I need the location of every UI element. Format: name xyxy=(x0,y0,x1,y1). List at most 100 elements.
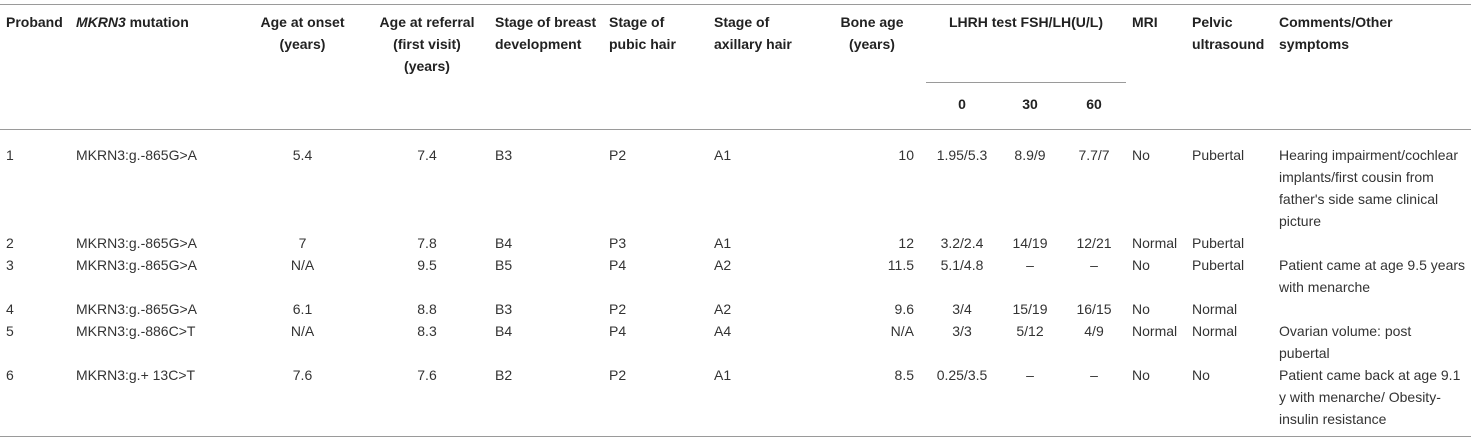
col-header-lhrh-30: 30 xyxy=(1022,96,1038,112)
cell-axillary: A1 xyxy=(714,235,732,251)
table-row: 4 MKRN3:g.-865G>A 6.1 8.8 B3 P2 A2 9.6 3… xyxy=(0,298,1471,320)
cell-breast: B3 xyxy=(495,301,513,317)
cell-age-onset: 5.4 xyxy=(292,147,313,163)
cell-mri: No xyxy=(1132,257,1150,273)
col-header-mri: MRI xyxy=(1132,14,1158,30)
cell-lhrh-30: – xyxy=(1026,367,1034,383)
cell-lhrh-0: 3/4 xyxy=(952,301,972,317)
cell-comments xyxy=(1273,298,1471,320)
col-header-breast-stage: Stage of breast development xyxy=(495,14,597,52)
cell-comments: Hearing impairment/cochlear implants/fir… xyxy=(1279,147,1458,229)
col-header-age-referral: Age at referral (first visit) (years) xyxy=(379,14,475,74)
cell-axillary: A1 xyxy=(714,147,732,163)
cell-pelvic: Pubertal xyxy=(1192,147,1245,163)
header-row: Proband MKRN3 mutation Age at onset (yea… xyxy=(0,4,1471,83)
cell-breast: B5 xyxy=(495,257,513,273)
cell-pubic: P4 xyxy=(609,323,627,339)
cell-lhrh-0: 5.1/4.8 xyxy=(940,257,984,273)
cell-bone-age: N/A xyxy=(890,323,914,339)
mutation-label: mutation xyxy=(125,14,189,30)
cell-lhrh-60: 7.7/7 xyxy=(1078,147,1110,163)
cell-age-referral: 7.4 xyxy=(417,147,437,163)
cell-mri: Normal xyxy=(1132,323,1178,339)
cell-mutation: MKRN3:g.-865G>A xyxy=(76,235,197,251)
col-header-bone-age: Bone age (years) xyxy=(840,14,904,52)
cell-age-onset: N/A xyxy=(290,257,315,273)
cell-comments: Patient came back at age 9.1 y with mena… xyxy=(1279,367,1461,427)
cell-breast: B3 xyxy=(495,147,513,163)
col-header-mutation: MKRN3 mutation xyxy=(70,5,240,130)
cell-bone-age: 8.5 xyxy=(894,367,914,383)
col-header-lhrh: LHRH test FSH/LH(U/L) xyxy=(926,5,1127,83)
cell-age-referral: 9.5 xyxy=(417,257,437,273)
cell-proband: 5 xyxy=(6,323,14,339)
cell-mutation: MKRN3:g.-865G>A xyxy=(76,147,197,163)
cell-lhrh-0: 3/3 xyxy=(952,323,972,339)
cell-lhrh-0: 0.25/3.5 xyxy=(936,367,988,383)
col-header-pelvic: Pelvic ultrasound xyxy=(1192,14,1265,52)
col-header-comments: Comments/Other symptoms xyxy=(1279,14,1393,52)
col-header-pubic-stage: Stage of pubic hair xyxy=(609,14,676,52)
table-row: 6 MKRN3:g.+ 13C>T 7.6 7.6 B2 P2 A1 8.5 0… xyxy=(0,364,1471,437)
cell-age-onset: 7 xyxy=(298,235,307,251)
cell-proband: 6 xyxy=(6,367,14,383)
cell-pubic: P4 xyxy=(609,257,627,273)
cell-mutation: MKRN3:g.-886C>T xyxy=(76,323,196,339)
cell-axillary: A1 xyxy=(714,367,732,383)
cell-age-referral: 8.8 xyxy=(417,301,437,317)
col-header-axillary-stage: Stage of axillary hair xyxy=(714,14,792,52)
col-header-lhrh-0: 0 xyxy=(958,96,966,112)
table-row: 5 MKRN3:g.-886C>T N/A 8.3 B4 P4 A4 N/A 3… xyxy=(0,320,1471,364)
cell-pubic: P3 xyxy=(609,235,627,251)
cell-pubic: P2 xyxy=(609,147,627,163)
cell-comments: Ovarian volume: post pubertal xyxy=(1279,323,1412,361)
cell-age-referral: 7.8 xyxy=(417,235,437,251)
cell-breast: B4 xyxy=(495,235,513,251)
cell-breast: B2 xyxy=(495,367,513,383)
cell-age-onset: 6.1 xyxy=(292,301,313,317)
cell-lhrh-30: 5/12 xyxy=(1016,323,1044,339)
cell-mri: No xyxy=(1132,301,1150,317)
table-container: Proband MKRN3 mutation Age at onset (yea… xyxy=(0,4,1471,437)
cell-pelvic: Normal xyxy=(1192,323,1238,339)
cell-lhrh-0: 1.95/5.3 xyxy=(936,147,988,163)
cell-pubic: P2 xyxy=(609,301,627,317)
cell-lhrh-0: 3.2/2.4 xyxy=(940,235,984,251)
cell-lhrh-60: – xyxy=(1090,257,1098,273)
table-row: 2 MKRN3:g.-865G>A 7 7.8 B4 P3 A1 12 3.2/… xyxy=(0,232,1471,254)
cell-mutation: MKRN3:g.+ 13C>T xyxy=(76,367,196,383)
cell-bone-age: 10 xyxy=(898,147,914,163)
cell-proband: 4 xyxy=(6,301,14,317)
cell-bone-age: 11.5 xyxy=(887,257,914,273)
col-header-proband: Proband xyxy=(6,14,63,30)
cell-mutation: MKRN3:g.-865G>A xyxy=(76,301,197,317)
table-row: 3 MKRN3:g.-865G>A N/A 9.5 B5 P4 A2 11.5 … xyxy=(0,254,1471,298)
cell-lhrh-60: 16/15 xyxy=(1076,301,1112,317)
cell-mri: Normal xyxy=(1132,235,1178,251)
cell-lhrh-30: 8.9/9 xyxy=(1014,147,1046,163)
cell-bone-age: 12 xyxy=(898,235,914,251)
cell-lhrh-60: 4/9 xyxy=(1084,323,1104,339)
cell-lhrh-30: – xyxy=(1026,257,1034,273)
lhrh-label: LHRH test FSH/LH(U/L) xyxy=(949,14,1103,30)
cell-mri: No xyxy=(1132,367,1150,383)
cell-pelvic: Pubertal xyxy=(1192,257,1245,273)
cell-pelvic: Normal xyxy=(1192,301,1238,317)
cell-mri: No xyxy=(1132,147,1150,163)
cell-comments xyxy=(1273,232,1471,254)
cell-axillary: A4 xyxy=(714,323,732,339)
cell-pelvic: No xyxy=(1192,367,1210,383)
cell-breast: B4 xyxy=(495,323,513,339)
col-header-age-onset: Age at onset (years) xyxy=(260,14,345,52)
clinical-data-table: Proband MKRN3 mutation Age at onset (yea… xyxy=(0,4,1471,437)
cell-age-referral: 7.6 xyxy=(417,367,437,383)
lhrh-divider xyxy=(926,82,1127,83)
cell-age-onset: 7.6 xyxy=(292,367,313,383)
table-row: 1 MKRN3:g.-865G>A 5.4 7.4 B3 P2 A1 10 1.… xyxy=(0,130,1471,233)
cell-proband: 1 xyxy=(6,147,14,163)
cell-proband: 3 xyxy=(6,257,14,273)
cell-lhrh-60: 12/21 xyxy=(1076,235,1112,251)
gene-name: MKRN3 xyxy=(76,14,126,30)
cell-proband: 2 xyxy=(6,235,14,251)
cell-age-referral: 8.3 xyxy=(417,323,437,339)
